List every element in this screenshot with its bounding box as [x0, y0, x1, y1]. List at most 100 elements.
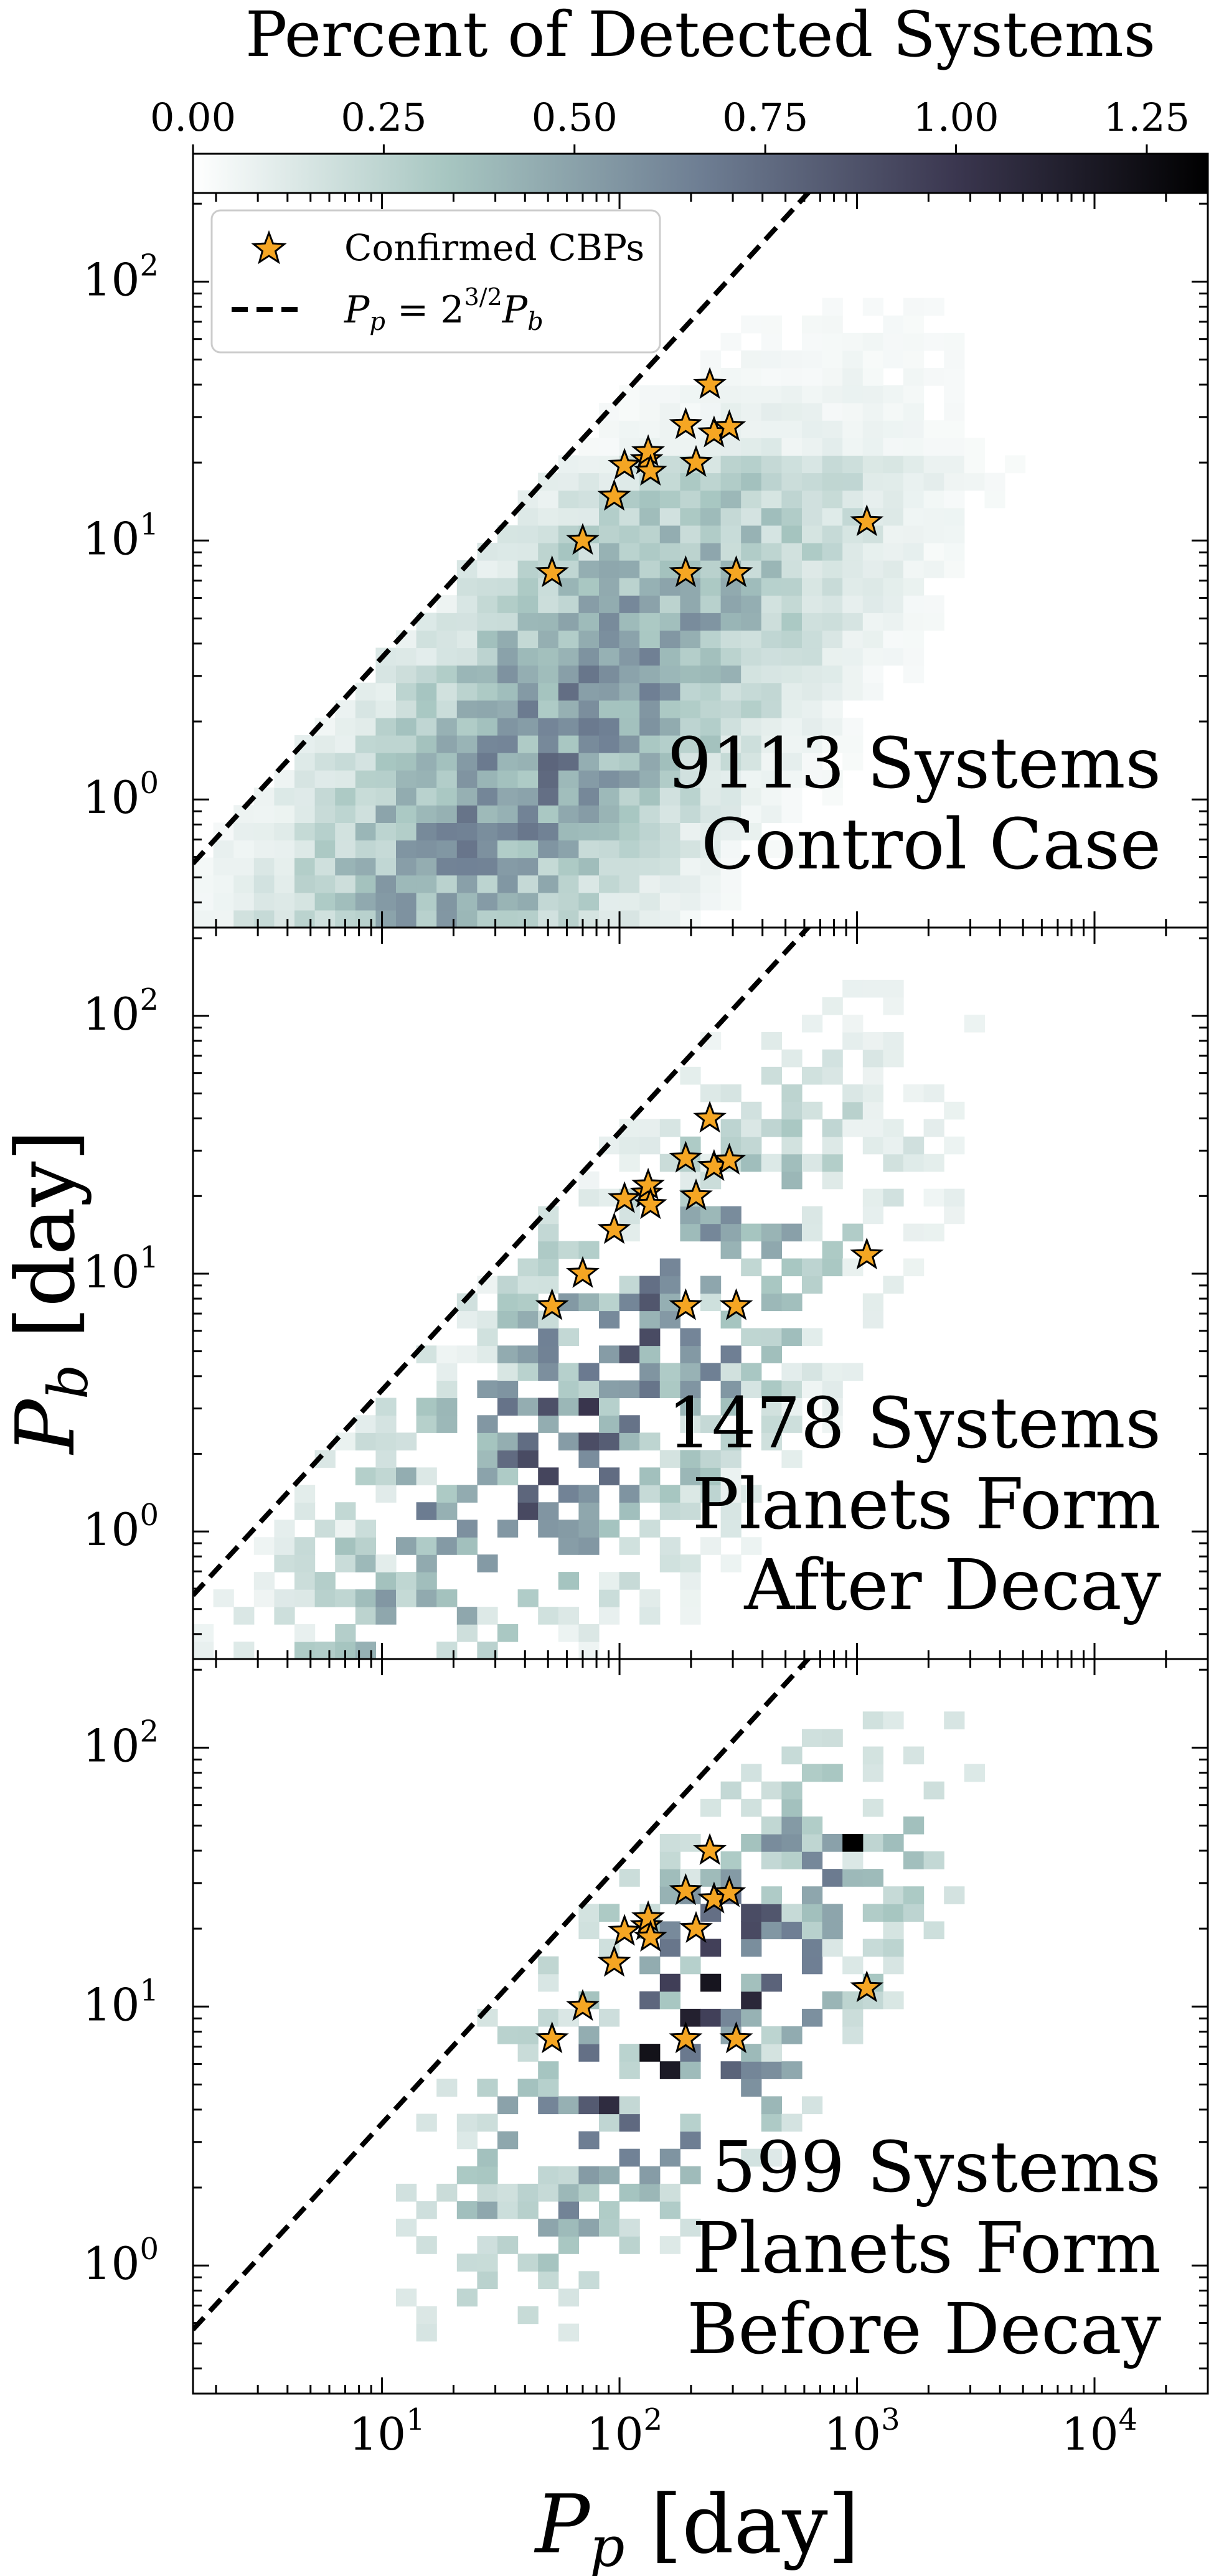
heatmap-cell — [680, 665, 701, 684]
heatmap-cell — [720, 1467, 741, 1485]
heatmap-cell — [761, 1223, 782, 1242]
heatmap-cell — [517, 578, 539, 596]
heatmap-cell — [741, 630, 762, 649]
colorbar-label: Percent of Detected Systems — [245, 0, 1156, 71]
heatmap-cell — [720, 682, 741, 701]
heatmap-cell — [659, 2061, 680, 2079]
heatmap-cell — [599, 542, 620, 561]
heatmap-cell — [842, 717, 864, 736]
heatmap-cell — [720, 630, 741, 649]
heatmap-cell — [599, 525, 620, 543]
heatmap-cell — [517, 1485, 539, 1503]
heatmap-cell — [477, 2079, 498, 2097]
heatmap-cell — [822, 1154, 843, 1172]
heatmap-cell — [619, 753, 640, 771]
heatmap-cell — [883, 1921, 904, 1940]
heatmap-cell — [477, 1310, 498, 1329]
heatmap-cell — [659, 472, 680, 491]
heatmap-cell — [680, 735, 701, 753]
heatmap-cell — [578, 787, 600, 806]
heatmap-cell — [802, 490, 823, 509]
heatmap-cell — [741, 1380, 762, 1398]
x-tick-label: 101 — [349, 2402, 425, 2460]
heatmap-cell — [741, 1363, 762, 1381]
heatmap-cell — [700, 700, 722, 718]
heatmap-cell — [639, 1136, 661, 1155]
heatmap-cell — [883, 332, 904, 351]
heatmap-cell — [477, 578, 498, 596]
heatmap-cell — [802, 542, 823, 561]
heatmap-cell — [639, 1956, 661, 1975]
heatmap-cell — [477, 560, 498, 578]
heatmap-cell — [274, 892, 295, 911]
heatmap-cell — [619, 735, 640, 753]
heatmap-cell — [842, 368, 864, 386]
heatmap-cell — [720, 507, 741, 526]
heatmap-cell — [903, 332, 925, 351]
heatmap-cell — [456, 2131, 478, 2150]
heatmap-cell — [659, 1310, 680, 1329]
colorbar-tick-label: 1.00 — [913, 95, 999, 140]
heatmap-cell — [781, 613, 803, 631]
heatmap-cell — [761, 770, 782, 788]
cbp-star — [693, 1833, 727, 1865]
heatmap-cell — [558, 1485, 579, 1503]
heatmap-cell — [700, 578, 722, 596]
heatmap-cell — [944, 350, 965, 369]
heatmap-cell — [923, 560, 944, 578]
heatmap-cell — [659, 1485, 680, 1503]
heatmap-cell — [335, 787, 356, 806]
heatmap-cell — [842, 2026, 864, 2044]
heatmap-cell — [538, 1607, 559, 1625]
heatmap-cell — [883, 613, 904, 631]
heatmap-cell — [741, 1764, 762, 1782]
heatmap-cell — [741, 805, 762, 823]
heatmap-cell — [720, 385, 741, 403]
heatmap-cell — [497, 1276, 519, 1294]
heatmap-cell — [822, 665, 843, 684]
heatmap-cell — [781, 840, 803, 858]
heatmap-cell — [720, 665, 741, 684]
cbp-star — [535, 555, 569, 588]
heatmap-cell — [781, 1816, 803, 1835]
heatmap-cell — [781, 578, 803, 596]
panel-before-decay: 100 101 102 101 102 103 104 599 SystemsPlanets … — [83, 1658, 1209, 2460]
heatmap-cell — [680, 892, 701, 911]
heatmap-cell — [700, 1084, 722, 1102]
heatmap-cell — [883, 420, 904, 438]
heatmap-cell — [659, 1973, 680, 1992]
heatmap-cell — [314, 1572, 336, 1590]
heatmap-cell — [578, 2044, 600, 2062]
heatmap-cell — [883, 507, 904, 526]
heatmap-cell — [700, 595, 722, 613]
heatmap-cell — [862, 630, 883, 649]
heatmap-cell — [497, 595, 519, 613]
heatmap-cell — [680, 1589, 701, 1607]
heatmap-cell — [538, 2219, 559, 2237]
heatmap-cell — [781, 1258, 803, 1277]
heatmap-cell — [456, 2166, 478, 2184]
heatmap-cell — [781, 507, 803, 526]
heatmap-cell — [781, 1798, 803, 1817]
cbp-star — [631, 1167, 666, 1200]
heatmap-cell — [720, 332, 741, 351]
y-tick-label: 100 — [83, 2232, 159, 2290]
heatmap-cell — [274, 840, 295, 858]
heatmap-cell — [761, 385, 782, 403]
heatmap-cell — [639, 647, 661, 666]
heatmap-cell — [294, 875, 316, 893]
heatmap-cell — [741, 385, 762, 403]
heatmap-cell — [558, 455, 579, 474]
heatmap-cell — [822, 997, 843, 1015]
heatmap-cell — [619, 2044, 640, 2062]
heatmap-cell — [335, 1432, 356, 1450]
heatmap-cell — [294, 1642, 316, 1659]
heatmap-cell — [923, 1781, 944, 1800]
heatmap-cell — [802, 753, 823, 771]
heatmap-cell — [477, 2183, 498, 2202]
heatmap-cell — [741, 403, 762, 421]
heatmap-cell — [862, 1066, 883, 1085]
heatmap-cell — [903, 560, 925, 578]
heatmap-cell — [477, 822, 498, 841]
heatmap-cell — [355, 892, 376, 911]
